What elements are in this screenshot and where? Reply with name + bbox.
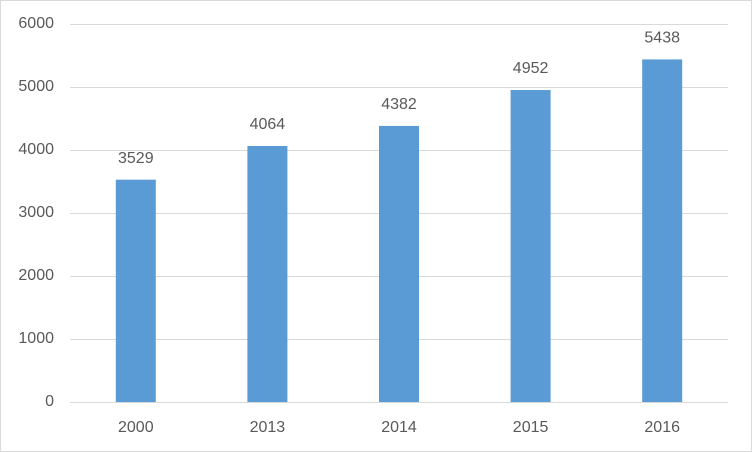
y-tick-label: 6000: [18, 15, 54, 32]
x-tick-label: 2000: [118, 419, 154, 436]
data-label: 3529: [118, 150, 154, 167]
bar: [247, 145, 288, 402]
x-tick-label: 2014: [381, 419, 417, 436]
data-label: 4064: [250, 116, 286, 133]
x-tick-label: 2015: [513, 419, 549, 436]
y-tick-label: 5000: [18, 78, 54, 95]
y-tick-label: 2000: [18, 267, 54, 284]
data-label: 4382: [381, 96, 417, 113]
bar: [115, 179, 156, 402]
bar: [379, 125, 419, 403]
y-tick-label: 4000: [18, 141, 54, 158]
x-tick-label: 2013: [250, 419, 286, 436]
y-tick-label: 0: [45, 393, 54, 410]
data-label: 4952: [513, 60, 549, 77]
y-tick-label: 1000: [18, 330, 54, 347]
bar: [510, 90, 551, 403]
x-tick-label: 2016: [644, 419, 680, 436]
data-label: 5438: [644, 30, 680, 47]
bar: [642, 59, 683, 402]
y-tick-label: 3000: [18, 204, 54, 221]
